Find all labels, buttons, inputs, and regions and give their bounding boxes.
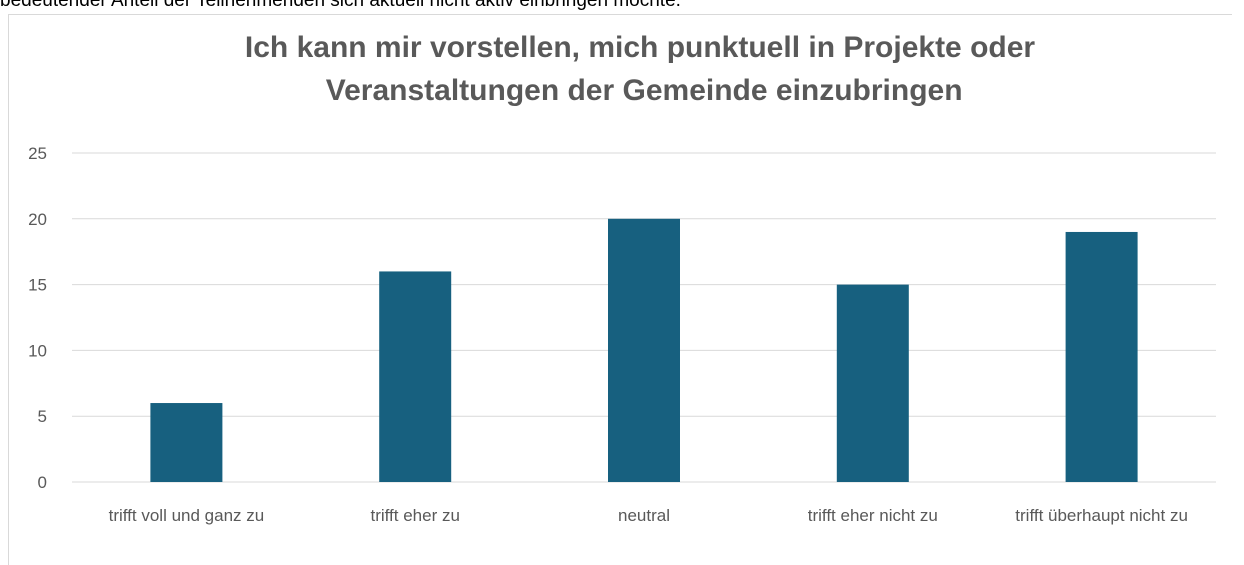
x-tick-label: neutral: [618, 506, 670, 525]
y-tick-label: 25: [28, 144, 47, 163]
x-tick-label: trifft überhaupt nicht zu: [1015, 506, 1188, 525]
y-tick-label: 20: [28, 210, 47, 229]
y-tick-label: 10: [28, 341, 47, 360]
y-tick-label: 5: [38, 407, 47, 426]
bar: [608, 218, 680, 483]
x-tick-label: trifft eher zu: [370, 506, 459, 525]
bar: [836, 284, 909, 482]
x-tick-label: trifft eher nicht zu: [808, 506, 938, 525]
bar: [1065, 231, 1138, 482]
y-tick-label: 0: [38, 473, 47, 492]
bar: [379, 271, 452, 482]
chart-title: Ich kann mir vorstellen, mich punktuell …: [245, 31, 1036, 107]
bar: [150, 403, 223, 482]
y-tick-label: 15: [28, 276, 47, 295]
intro-text: bedeutender Anteil der Teilnehmenden sic…: [0, 0, 681, 11]
x-tick-label: trifft voll und ganz zu: [109, 506, 265, 525]
